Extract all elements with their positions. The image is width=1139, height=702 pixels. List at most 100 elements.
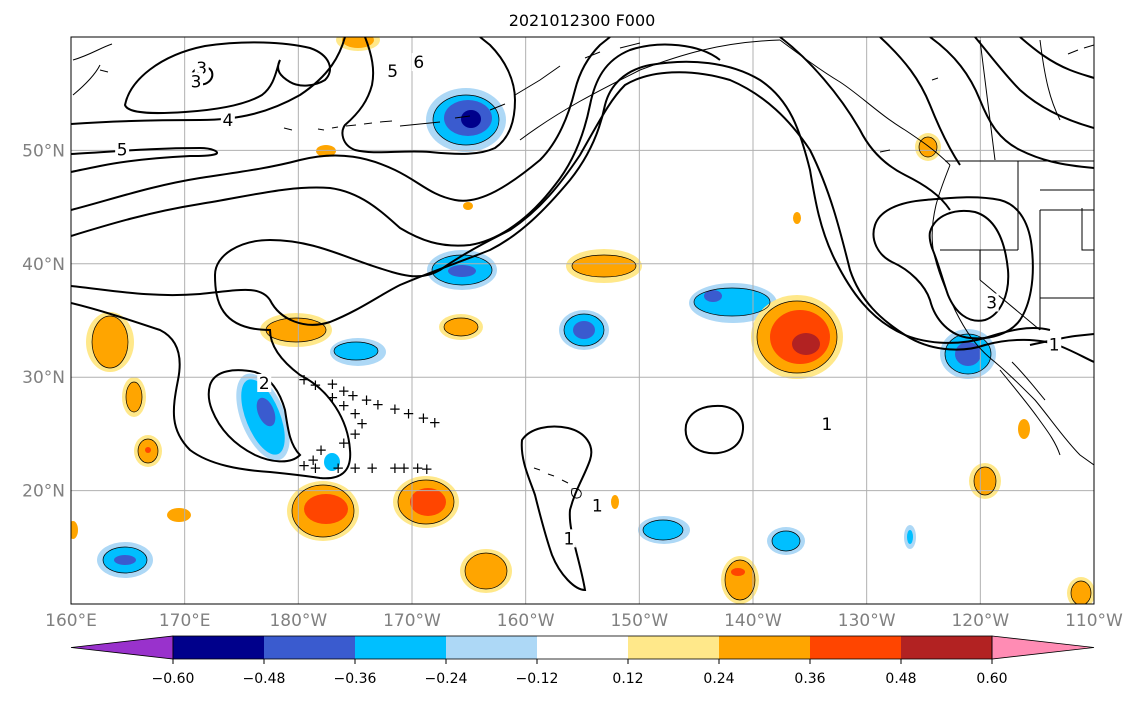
colorbar-tick-label: −0.48 bbox=[243, 671, 286, 687]
lon-tick-label: 130°W bbox=[838, 611, 896, 631]
contour-label: 3 bbox=[191, 72, 202, 92]
anomaly-blob-positive bbox=[342, 37, 374, 48]
map-gridlines bbox=[71, 37, 1094, 604]
contour-label-bg bbox=[590, 496, 605, 515]
track-marker: + bbox=[326, 375, 339, 393]
track-marker: + bbox=[428, 414, 441, 432]
lon-tick-label: 160°E bbox=[45, 611, 97, 631]
colorbar-tick-label: 0.36 bbox=[794, 671, 825, 687]
anomaly-blob-positive bbox=[793, 212, 801, 224]
lon-tick-label: 160°W bbox=[497, 611, 555, 631]
track-marker: + bbox=[417, 409, 430, 427]
colorbar: −0.60 −0.48 −0.36 −0.24 −0.12 0.12 0.24 0.36 0.4… bbox=[70, 635, 1095, 687]
track-marker: + bbox=[402, 404, 415, 422]
contour-line bbox=[71, 71, 1094, 480]
anomaly-outline bbox=[973, 466, 997, 496]
anomaly-blob-positive bbox=[126, 382, 142, 412]
contour-label-bg bbox=[257, 374, 272, 393]
anomaly-blob-positive bbox=[1071, 581, 1091, 604]
colorbar-segment bbox=[719, 636, 810, 659]
contour-line bbox=[71, 146, 218, 173]
contour-line bbox=[974, 37, 1094, 129]
contour-line bbox=[684, 404, 744, 455]
anomaly-outline bbox=[642, 519, 684, 541]
anomaly-blob-negative bbox=[461, 110, 481, 128]
anomaly-outline bbox=[693, 287, 771, 317]
contour-label-bg bbox=[189, 72, 204, 91]
track-marker: + bbox=[338, 382, 351, 400]
coastline-alaska bbox=[519, 39, 781, 141]
track-marker: + bbox=[420, 460, 433, 478]
contour-label-bg bbox=[385, 62, 400, 81]
anomaly-blob-positive bbox=[92, 316, 128, 368]
colorbar-extend-low bbox=[70, 635, 174, 660]
track-marker: + bbox=[309, 376, 322, 394]
axis-tick-labels: 160°E 170°E 180°W 170°W 160°W 150°W 140°W 130°W… bbox=[22, 141, 1123, 631]
track-marker: + bbox=[372, 395, 385, 413]
lon-tick-label: 170°W bbox=[383, 611, 441, 631]
colorbar-segment bbox=[810, 636, 901, 659]
contour-line bbox=[779, 37, 951, 211]
lon-tick-label: 120°W bbox=[951, 611, 1009, 631]
contour-label: 3 bbox=[986, 293, 997, 313]
track-marker: + bbox=[349, 404, 362, 422]
map-title: 2021012300 F000 bbox=[509, 11, 656, 30]
anomaly-blob-negative bbox=[324, 453, 340, 471]
contour-line bbox=[71, 37, 611, 211]
contour-label: 5 bbox=[387, 62, 398, 82]
colorbar-segment bbox=[901, 636, 992, 659]
colorbar-segment bbox=[628, 636, 719, 659]
track-marker: + bbox=[309, 459, 322, 477]
lon-tick-label: 180°W bbox=[269, 611, 327, 631]
track-marker: + bbox=[389, 400, 402, 418]
lon-tick-label: 170°E bbox=[159, 611, 211, 631]
anomaly-outline bbox=[137, 438, 159, 464]
anomaly-outline bbox=[431, 254, 493, 286]
colorbar-tick-label: −0.60 bbox=[152, 671, 195, 687]
anomaly-outline bbox=[102, 546, 148, 574]
contour-label: 3 bbox=[196, 59, 207, 79]
contour-line bbox=[71, 43, 721, 247]
anomaly-blob-negative bbox=[907, 530, 913, 544]
coastline-alaska-panhandle bbox=[779, 39, 951, 166]
contour-label-bg bbox=[115, 140, 130, 159]
contour-label-bg bbox=[984, 293, 999, 312]
track-marker: + bbox=[360, 391, 373, 409]
colorbar-segment bbox=[173, 636, 264, 659]
anomaly-blob-negative bbox=[448, 265, 476, 277]
contour-label-bg bbox=[194, 58, 209, 77]
coastline-aleutians bbox=[399, 42, 641, 127]
track-marker: + bbox=[307, 451, 320, 469]
track-marker: + bbox=[326, 389, 339, 407]
track-marker: + bbox=[349, 425, 362, 443]
anomaly-outline bbox=[333, 341, 379, 361]
anomaly-blob-negative bbox=[573, 321, 595, 339]
coastline-hawaii bbox=[533, 467, 582, 499]
track-marker: + bbox=[298, 370, 311, 388]
contour-line bbox=[71, 60, 1051, 344]
anomaly-blob-positive bbox=[316, 145, 336, 157]
contour-label: 6 bbox=[413, 53, 424, 73]
track-marker: + bbox=[315, 441, 328, 459]
contour-line bbox=[872, 196, 1034, 340]
anomaly-outline bbox=[91, 315, 129, 369]
anomaly-outline bbox=[291, 484, 355, 538]
lat-tick-label: 30°N bbox=[22, 368, 65, 388]
anomaly-blob-positive bbox=[71, 521, 78, 539]
contour-label: 2 bbox=[259, 374, 270, 394]
track-marker: + bbox=[338, 434, 351, 452]
anomaly-outline bbox=[397, 479, 455, 525]
contour-label-bg bbox=[561, 529, 576, 548]
track-marker: + bbox=[332, 459, 345, 477]
track-marker: + bbox=[398, 459, 411, 477]
track-marker: + bbox=[298, 457, 311, 475]
coastline-islands bbox=[283, 44, 1094, 153]
anomaly-blob-positive bbox=[463, 202, 473, 210]
anomaly-outline bbox=[571, 254, 637, 278]
lon-tick-label: 140°W bbox=[724, 611, 782, 631]
contour-line bbox=[123, 41, 331, 115]
colorbar-segment bbox=[264, 636, 355, 659]
